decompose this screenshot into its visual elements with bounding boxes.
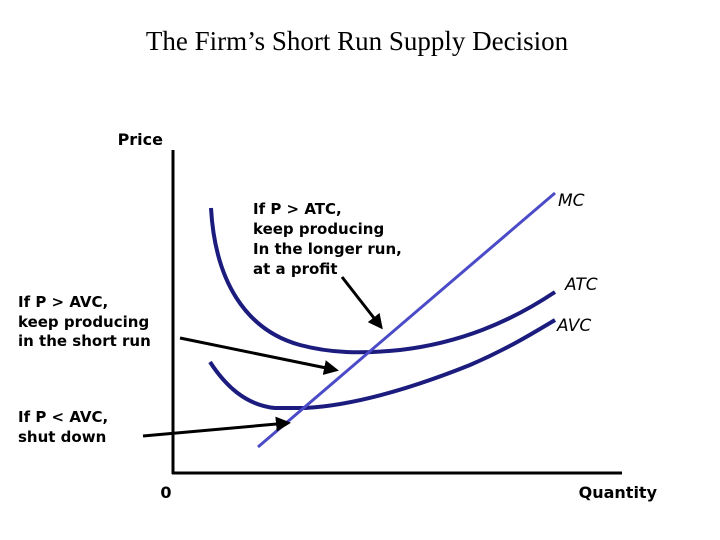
- title: The Firm’s Short Run Supply Decision: [146, 26, 569, 56]
- annotation-line: In the longer run,: [253, 240, 402, 258]
- x-axis-label: Quantity: [579, 483, 658, 502]
- annotation: If P > ATC, keep producing In the longer…: [253, 200, 402, 278]
- origin-label: 0: [160, 483, 171, 502]
- annotation-line: in the short run: [18, 332, 151, 350]
- annotation-line: keep producing: [253, 220, 384, 238]
- annotation: If P > AVC, keep producing in the short …: [18, 293, 151, 350]
- annotation-line: shut down: [18, 428, 106, 446]
- annotation-line: If P > AVC,: [18, 293, 108, 311]
- mc-label: MC: [558, 191, 585, 211]
- arrow: [179, 336, 339, 375]
- avc-curve: [208, 318, 557, 410]
- annotation-line: keep producing: [18, 313, 149, 331]
- mc-curve: [257, 191, 556, 449]
- avc-label: AVC: [556, 316, 591, 336]
- annotation-line: at a profit: [253, 260, 338, 278]
- annotation-line: If P < AVC,: [18, 408, 108, 426]
- arrow: [142, 416, 291, 438]
- y-axis-label: Price: [118, 130, 164, 149]
- atc-curve: [209, 207, 557, 355]
- annotation-line: If P > ATC,: [253, 200, 342, 218]
- annotation: If P < AVC, shut down: [18, 408, 108, 446]
- atc-label: ATC: [564, 275, 598, 295]
- arrow: [340, 276, 383, 330]
